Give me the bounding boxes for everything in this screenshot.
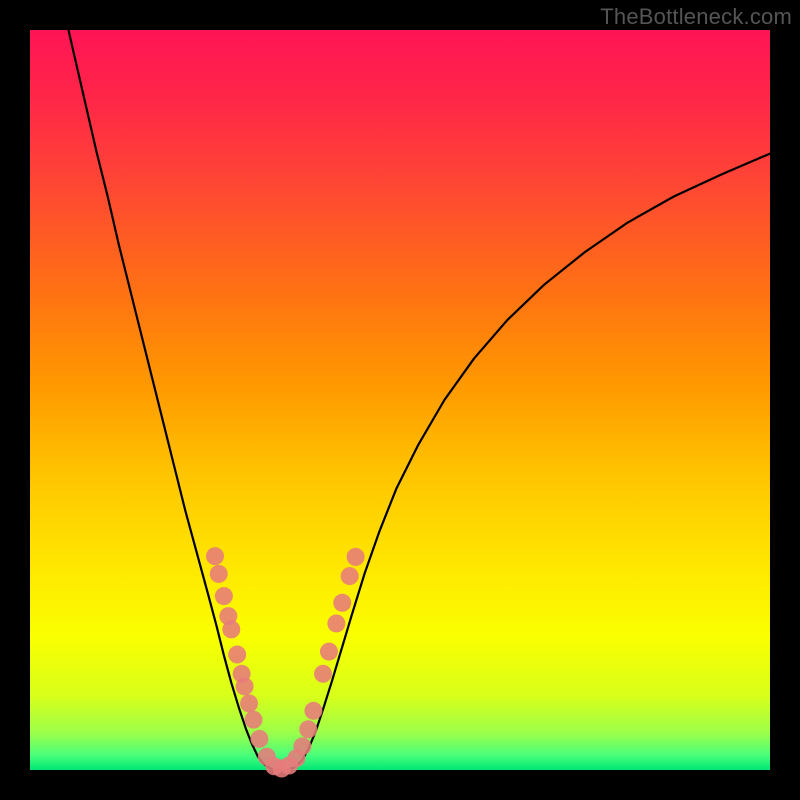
marker-dot: [236, 677, 254, 695]
marker-dot: [333, 594, 351, 612]
marker-dot: [293, 737, 311, 755]
marker-dot: [314, 665, 332, 683]
marker-dot: [347, 548, 365, 566]
marker-dot: [320, 643, 338, 661]
marker-dot: [250, 730, 268, 748]
plot-area: [30, 30, 770, 770]
marker-dot: [210, 565, 228, 583]
chart-container: TheBottleneck.com: [0, 0, 800, 800]
watermark-text: TheBottleneck.com: [600, 4, 792, 30]
marker-dot: [222, 620, 240, 638]
marker-dot: [206, 547, 224, 565]
marker-dot: [244, 711, 262, 729]
marker-dot: [327, 614, 345, 632]
marker-dot: [228, 646, 246, 664]
marker-dot: [215, 587, 233, 605]
chart-svg: [0, 0, 800, 800]
marker-dot: [341, 567, 359, 585]
marker-dot: [304, 702, 322, 720]
marker-dot: [240, 694, 258, 712]
marker-dot: [299, 720, 317, 738]
